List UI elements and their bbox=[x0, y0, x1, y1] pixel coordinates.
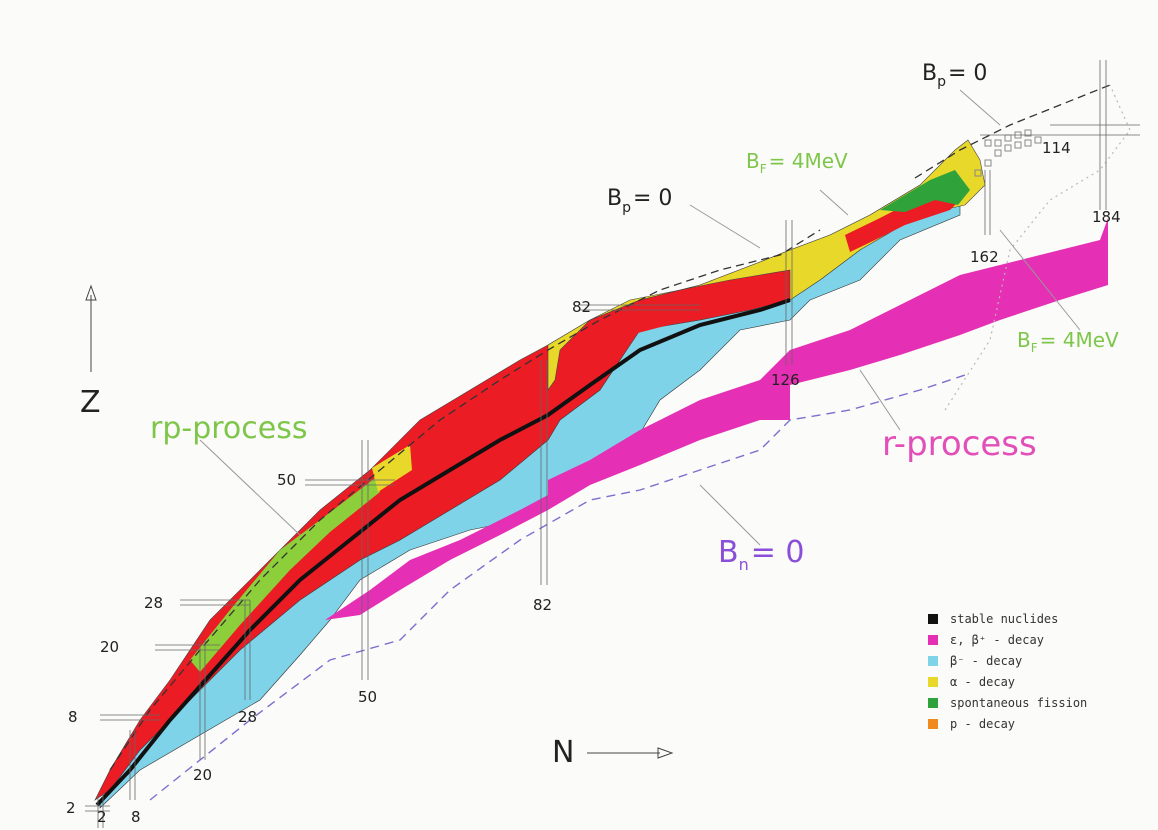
rp-process-label: rp-process bbox=[150, 411, 308, 446]
legend-label: stable nuclides bbox=[950, 612, 1058, 626]
legend-swatch bbox=[928, 614, 938, 624]
svg-text:82: 82 bbox=[572, 298, 591, 316]
legend-item-ec-beta-plus: ε, β⁺ - decay bbox=[928, 633, 1044, 647]
legend-label: spontaneous fission bbox=[950, 696, 1087, 710]
legend-item-fission: spontaneous fission bbox=[928, 696, 1087, 710]
legend-swatch bbox=[928, 677, 938, 687]
legend-label: ε, β⁺ - decay bbox=[950, 633, 1044, 647]
legend-swatch bbox=[928, 698, 938, 708]
z-axis: Z bbox=[80, 284, 101, 420]
legend-label: β⁻ - decay bbox=[950, 654, 1022, 668]
n-axis: N bbox=[552, 735, 674, 770]
bn-zero-label: Bn= 0 bbox=[718, 535, 805, 574]
svg-text:8: 8 bbox=[68, 708, 78, 726]
heavy-red-region bbox=[555, 188, 965, 410]
n-axis-label: N bbox=[552, 735, 574, 770]
magic-lines bbox=[85, 60, 1140, 828]
legend-item-beta-minus: β⁻ - decay bbox=[928, 654, 1022, 668]
svg-text:2: 2 bbox=[97, 808, 107, 826]
bn-zero-line bbox=[149, 374, 966, 801]
stable-valley-line bbox=[95, 298, 791, 807]
legend-label: p - decay bbox=[950, 717, 1015, 731]
r-process-label: r-process bbox=[882, 424, 1037, 464]
svg-text:50: 50 bbox=[358, 688, 377, 706]
z-magic-labels: 2 8 20 28 50 82 114 bbox=[66, 139, 1071, 817]
r-process-band bbox=[325, 218, 1108, 620]
svg-text:162: 162 bbox=[970, 248, 999, 266]
bp-zero-top-label: Bp= 0 bbox=[922, 61, 987, 90]
svg-text:184: 184 bbox=[1092, 208, 1121, 226]
svg-text:20: 20 bbox=[193, 766, 212, 784]
legend-item-stable: stable nuclides bbox=[928, 612, 1058, 626]
legend-swatch bbox=[928, 719, 938, 729]
bf-upper-label: BF = 4MeV bbox=[746, 149, 848, 176]
legend-label: α - decay bbox=[950, 675, 1015, 689]
svg-text:82: 82 bbox=[533, 596, 552, 614]
legend: stable nuclides ε, β⁺ - decay β⁻ - decay… bbox=[928, 612, 1087, 731]
fission-region bbox=[880, 170, 970, 212]
bf-lower-label: BF = 4MeV bbox=[1017, 328, 1119, 355]
legend-item-p-decay: p - decay bbox=[928, 717, 1015, 731]
svg-text:114: 114 bbox=[1042, 139, 1071, 157]
bp-zero-line-top bbox=[914, 84, 1111, 179]
legend-swatch bbox=[928, 635, 938, 645]
svg-text:28: 28 bbox=[144, 594, 163, 612]
n-magic-labels: 2 8 20 28 50 82 126 162 184 bbox=[97, 208, 1121, 826]
svg-text:8: 8 bbox=[131, 808, 141, 826]
legend-item-alpha: α - decay bbox=[928, 675, 1015, 689]
legend-swatch bbox=[928, 656, 938, 666]
svg-text:50: 50 bbox=[277, 471, 296, 489]
svg-text:20: 20 bbox=[100, 638, 119, 656]
beta-minus-region bbox=[99, 194, 961, 809]
z-axis-label: Z bbox=[80, 385, 101, 420]
bp-zero-main-label: Bp= 0 bbox=[607, 186, 672, 216]
svg-text:126: 126 bbox=[771, 371, 800, 389]
svg-text:2: 2 bbox=[66, 799, 76, 817]
rp-process-band bbox=[190, 478, 380, 672]
svg-text:28: 28 bbox=[238, 708, 257, 726]
leader-lines bbox=[199, 89, 1081, 546]
